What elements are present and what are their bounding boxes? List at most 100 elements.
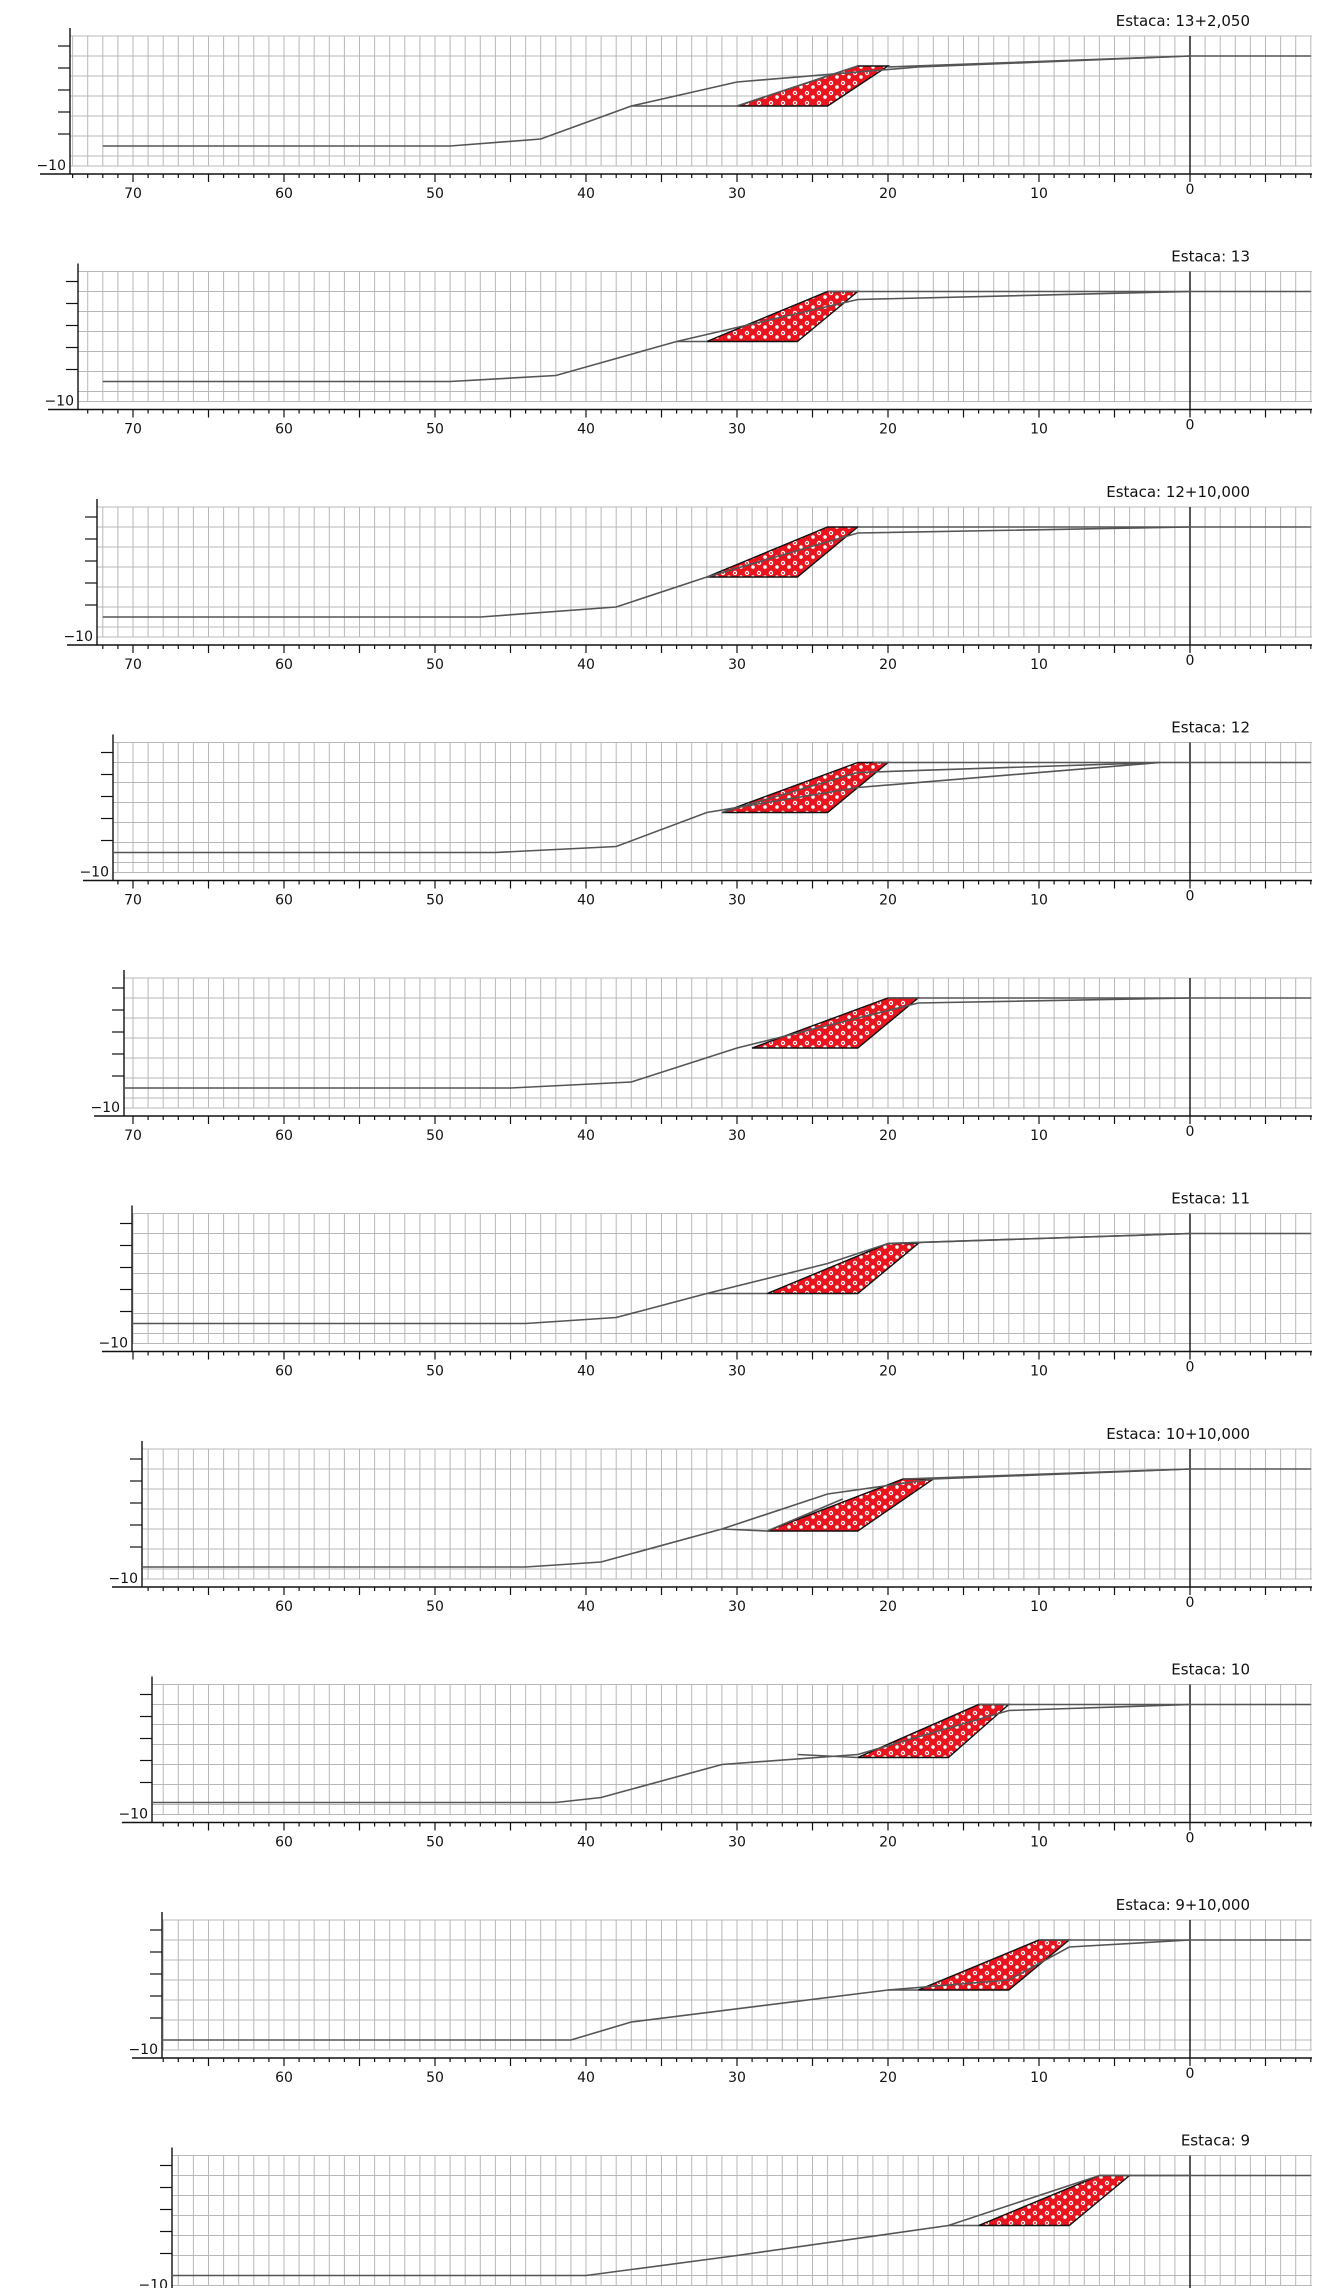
offset-label: 60 <box>275 657 293 673</box>
offset-label: 60 <box>275 2070 293 2086</box>
station-label: Estaca: 9 <box>1181 2132 1250 2150</box>
elevation-label: −10 <box>63 629 93 645</box>
offset-label: 10 <box>1030 657 1048 673</box>
offset-label: 70 <box>124 657 142 673</box>
offset-label: 60 <box>275 893 293 909</box>
elevation-label: −10 <box>98 1336 128 1352</box>
offset-label: 20 <box>879 1835 897 1851</box>
offset-label: 30 <box>728 1364 746 1380</box>
grid <box>152 1684 1312 1815</box>
grid <box>172 2155 1312 2286</box>
offset-label: 0 <box>1186 182 1195 198</box>
offset-label: 70 <box>124 186 142 202</box>
offset-label: 50 <box>426 186 444 202</box>
grid <box>124 977 1312 1109</box>
terrain-line-secondary <box>631 65 859 107</box>
offset-label: 40 <box>577 1128 595 1144</box>
offset-label: 0 <box>1186 2066 1195 2082</box>
grid <box>97 506 1312 638</box>
section-7: Estaca: 10+10,000 −10 60 50 40 30 20 10 0 <box>108 1425 1312 1615</box>
offset-label: 60 <box>275 1364 293 1380</box>
offset-label: 50 <box>426 893 444 909</box>
offset-label: 40 <box>577 893 595 909</box>
terrain-line-secondary <box>721 1498 844 1532</box>
offset-label: 40 <box>577 1364 595 1380</box>
station-label: Estaca: 10+10,000 <box>1106 1425 1250 1443</box>
station-label: Estaca: 9+10,000 <box>1116 1896 1250 1914</box>
offset-label: 30 <box>728 186 746 202</box>
elevation-label: −10 <box>36 158 66 174</box>
offset-label: 50 <box>426 1364 444 1380</box>
offset-label: 20 <box>879 657 897 673</box>
terrain-line <box>152 1703 1311 1804</box>
offset-label: 40 <box>577 2070 595 2086</box>
offset-label: 10 <box>1030 1599 1048 1615</box>
offset-label: 20 <box>879 1599 897 1615</box>
offset-label: 20 <box>879 422 897 438</box>
offset-label: 10 <box>1030 2070 1048 2086</box>
offset-label: 0 <box>1186 653 1195 669</box>
offset-label: 30 <box>728 1835 746 1851</box>
offset-label: 10 <box>1030 1835 1048 1851</box>
offset-label: 60 <box>275 186 293 202</box>
offset-label: 70 <box>124 893 142 909</box>
offset-label: 0 <box>1186 1831 1195 1847</box>
offset-label: 10 <box>1030 422 1048 438</box>
elevation-label: −10 <box>44 394 74 410</box>
offset-label: 30 <box>728 422 746 438</box>
station-label: Estaca: 13 <box>1171 248 1250 266</box>
terrain-line-top <box>887 1232 1191 1245</box>
offset-label: 50 <box>426 1835 444 1851</box>
station-label: Estaca: 13+2,050 <box>1116 12 1250 30</box>
elevation-label: −10 <box>90 1100 120 1116</box>
elevation-label: −10 <box>138 2278 168 2288</box>
section-4: Estaca: 12 −10 70 60 50 40 30 20 10 0 <box>79 719 1312 909</box>
offset-label: 20 <box>879 186 897 202</box>
offset-label: 30 <box>728 893 746 909</box>
offset-label: 40 <box>577 422 595 438</box>
terrain-line-secondary <box>721 761 1160 814</box>
gravel-fill <box>766 1242 921 1295</box>
offset-label: 0 <box>1186 1360 1195 1376</box>
terrain-line <box>172 2174 1311 2277</box>
offset-label: 40 <box>577 1599 595 1615</box>
offset-label: 30 <box>728 2070 746 2086</box>
offset-label: 40 <box>577 186 595 202</box>
offset-label: 10 <box>1030 1128 1048 1144</box>
section-3: Estaca: 12+10,000 −10 70 60 50 40 30 20 10 0 <box>63 483 1312 673</box>
station-label: Estaca: 12+10,000 <box>1106 483 1250 501</box>
offset-label: 20 <box>879 1364 897 1380</box>
offset-label: 10 <box>1030 1364 1048 1380</box>
terrain-line-top <box>903 1468 1191 1480</box>
offset-label: 0 <box>1186 889 1195 905</box>
terrain-line <box>142 1468 1311 1568</box>
offset-label: 50 <box>426 2070 444 2086</box>
grid <box>132 1213 1312 1344</box>
section-1: Estaca: 13+2,050 −10 70 60 50 40 30 20 10 0 <box>36 12 1312 202</box>
offset-label: 10 <box>1030 893 1048 909</box>
terrain-line <box>124 997 1311 1089</box>
elevation-label: −10 <box>118 1807 148 1823</box>
terrain-line-top <box>887 55 1191 68</box>
offset-label: 70 <box>124 1128 142 1144</box>
offset-label: 60 <box>275 1835 293 1851</box>
offset-label: 0 <box>1186 1595 1195 1611</box>
grid <box>142 1448 1312 1580</box>
offset-label: 50 <box>426 657 444 673</box>
section-9: Estaca: 9+10,000 −10 60 50 40 30 20 10 0 <box>128 1896 1312 2086</box>
elevation-label: −10 <box>108 1571 138 1587</box>
offset-label: 60 <box>275 1599 293 1615</box>
offset-label: 70 <box>124 422 142 438</box>
offset-label: 10 <box>1030 186 1048 202</box>
offset-label: 60 <box>275 422 293 438</box>
section-8: Estaca: 10 −10 60 50 40 30 20 10 0 <box>118 1661 1312 1851</box>
offset-label: 30 <box>728 1128 746 1144</box>
offset-label: 30 <box>728 1599 746 1615</box>
offset-label: 50 <box>426 422 444 438</box>
offset-label: 60 <box>275 1128 293 1144</box>
elevation-label: −10 <box>128 2042 158 2058</box>
station-label: Estaca: 11 <box>1171 1190 1250 1208</box>
offset-label: 0 <box>1186 1124 1195 1140</box>
